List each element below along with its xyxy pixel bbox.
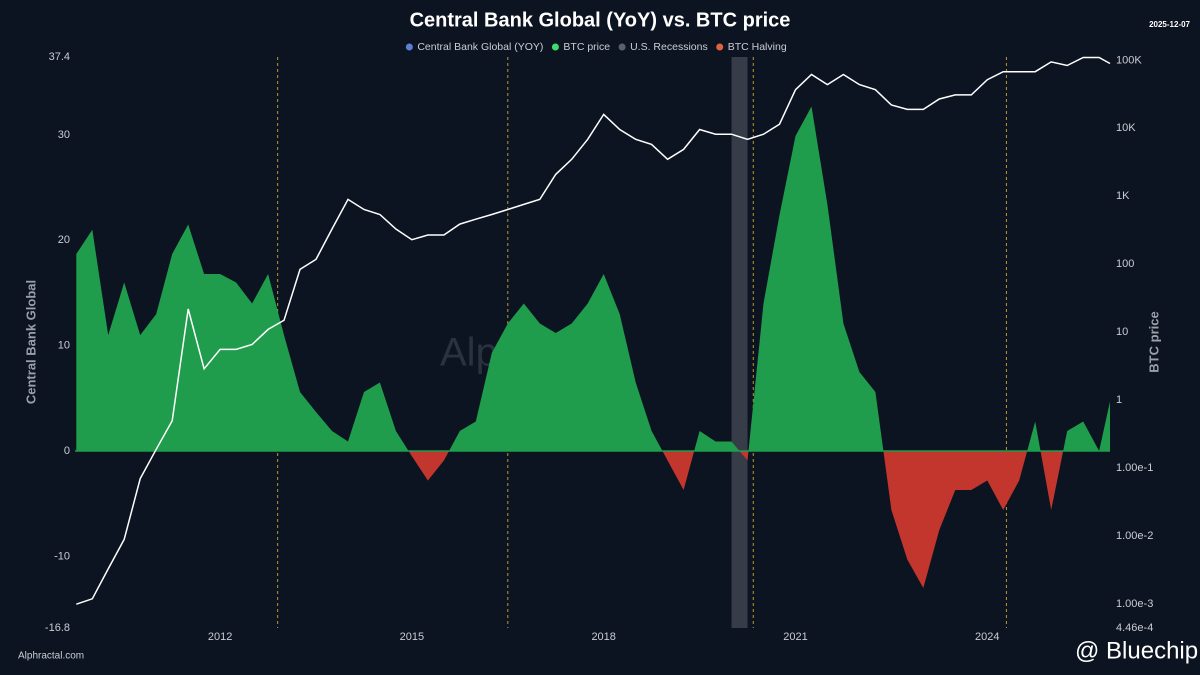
y-axis-title: Central Bank Global <box>23 280 38 404</box>
y2-tick-label: 1.00e-1 <box>1116 462 1153 474</box>
legend-marker <box>405 43 413 51</box>
x-tick-label: 2024 <box>975 631 999 643</box>
legend-label: BTC Halving <box>728 41 787 53</box>
y2-tick-label: 100K <box>1116 54 1142 66</box>
y2-tick-label: 10K <box>1116 122 1136 134</box>
legend: Central Bank Global (YOY) BTC price U.S. R… <box>405 41 787 53</box>
y-tick-label: -10 <box>54 550 70 562</box>
y2-tick-label: 10 <box>1116 326 1128 338</box>
area-negative <box>408 451 1064 588</box>
y-tick-label: 0 <box>64 445 70 457</box>
y2-tick-label: 1K <box>1116 190 1130 202</box>
y2-axis-title: BTC price <box>1146 311 1161 372</box>
x-tick-label: 2021 <box>783 631 807 643</box>
source-label: Alphractal.com <box>18 651 84 662</box>
y2-tick-label: 1 <box>1116 394 1122 406</box>
legend-label: BTC price <box>563 41 610 53</box>
btc-price-line <box>76 56 1111 605</box>
y-tick-label: 20 <box>58 234 70 246</box>
date-label: 2025-12-07 <box>1149 20 1190 29</box>
y2-tick-label: 4.46e-4 <box>1116 622 1153 634</box>
x-tick-label: 2012 <box>208 631 232 643</box>
area-positive <box>76 106 1110 452</box>
legend-marker <box>551 43 559 51</box>
legend-marker <box>716 43 724 51</box>
y2-tick-label: 1.00e-2 <box>1116 530 1153 542</box>
y2-tick-label: 1.00e-3 <box>1116 598 1153 610</box>
legend-label: Central Bank Global (YOY) <box>417 41 543 53</box>
x-tick-label: 2018 <box>591 631 615 643</box>
y-tick-label: 30 <box>58 129 70 141</box>
y2-tick-label: 100 <box>1116 258 1134 270</box>
y-tick-label: 37.4 <box>49 51 70 63</box>
bluechip-watermark: @ Bluechip <box>1075 637 1198 664</box>
x-tick-label: 2015 <box>400 631 424 643</box>
y-tick-label: -16.8 <box>45 622 70 634</box>
chart-title: Central Bank Global (YoY) vs. BTC price <box>410 9 791 31</box>
recession-band <box>731 57 748 628</box>
legend-label: U.S. Recessions <box>630 41 708 53</box>
y-tick-label: 10 <box>58 340 70 352</box>
legend-marker <box>618 43 626 51</box>
